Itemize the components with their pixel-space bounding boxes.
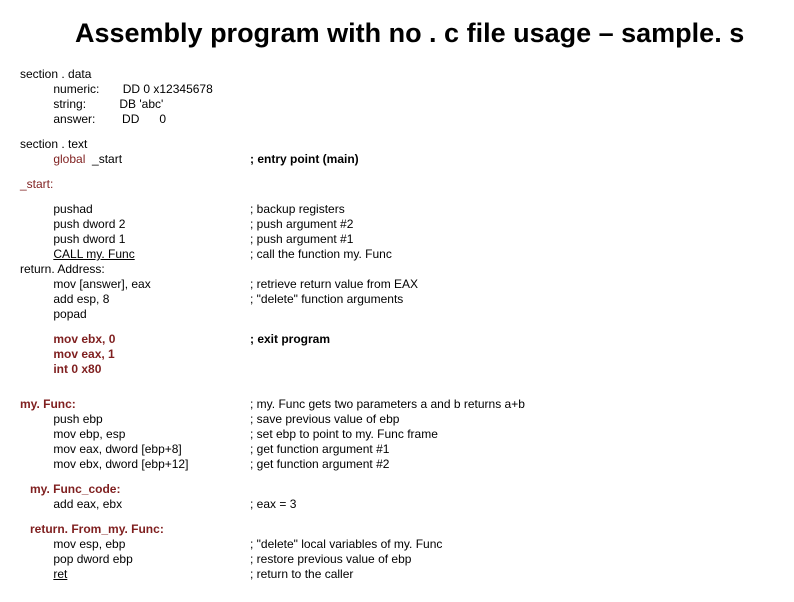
exit-instr-0: mov ebx, 0 bbox=[53, 332, 115, 346]
data-def-1: DB 'abc' bbox=[119, 97, 163, 111]
start-comment-0: ; backup registers bbox=[250, 202, 345, 217]
myfunc-comment-0: ; my. Func gets two parameters a and b r… bbox=[250, 397, 525, 412]
ret-instr-1: add esp, 8 bbox=[53, 292, 109, 306]
myfunc-comment-3: ; get function argument #1 bbox=[250, 442, 389, 457]
exit-instr-2: int 0 x80 bbox=[53, 362, 101, 376]
return-from-label: return. From_my. Func: bbox=[30, 522, 164, 536]
retfrom-comment-2: ; return to the caller bbox=[250, 567, 353, 582]
global-symbol: _start bbox=[92, 152, 122, 166]
page-title: Assembly program with no . c file usage … bbox=[75, 18, 774, 49]
start-label: _start: bbox=[20, 177, 250, 192]
data-label-2: answer: bbox=[53, 112, 95, 126]
myfunc-instr-2: mov ebp, esp bbox=[53, 427, 125, 441]
ret-comment-1: ; "delete" function arguments bbox=[250, 292, 403, 307]
myfunc-comment-4: ; get function argument #2 bbox=[250, 457, 389, 472]
return-addr-label: return. Address: bbox=[20, 262, 250, 277]
data-label-1: string: bbox=[53, 97, 86, 111]
start-comment-3: ; call the function my. Func bbox=[250, 247, 392, 262]
text-section-header: section . text bbox=[20, 137, 250, 152]
retfrom-instr-1: pop dword ebp bbox=[53, 552, 132, 566]
myfunc-code-label: my. Func_code: bbox=[30, 482, 120, 496]
data-label-0: numeric: bbox=[53, 82, 99, 96]
myfunc-comment-1: ; save previous value of ebp bbox=[250, 412, 399, 427]
retfrom-instr-0: mov esp, ebp bbox=[53, 537, 125, 551]
global-comment: ; entry point (main) bbox=[250, 152, 359, 167]
start-instr-1: push dword 2 bbox=[53, 217, 125, 231]
myfunc-instr-3: mov eax, dword [ebp+8] bbox=[53, 442, 181, 456]
data-section-header: section . data bbox=[20, 67, 250, 82]
myfunc-label: my. Func: bbox=[20, 397, 76, 411]
global-keyword: global bbox=[53, 152, 85, 166]
ret-comment-0: ; retrieve return value from EAX bbox=[250, 277, 418, 292]
start-comment-2: ; push argument #1 bbox=[250, 232, 353, 247]
myfunc-code-comment-0: ; eax = 3 bbox=[250, 497, 296, 512]
ret-instr-2: popad bbox=[53, 307, 86, 321]
ret-instr-0: mov [answer], eax bbox=[53, 277, 150, 291]
exit-instr-1: mov eax, 1 bbox=[53, 347, 114, 361]
myfunc-instr-1: push ebp bbox=[53, 412, 102, 426]
start-instr-3: CALL my. Func bbox=[53, 247, 134, 261]
code-block: section . data numeric: DD 0 x12345678 s… bbox=[20, 67, 774, 582]
retfrom-comment-1: ; restore previous value of ebp bbox=[250, 552, 411, 567]
myfunc-comment-2: ; set ebp to point to my. Func frame bbox=[250, 427, 438, 442]
retfrom-comment-0: ; "delete" local variables of my. Func bbox=[250, 537, 442, 552]
retfrom-instr-2: ret bbox=[53, 567, 67, 581]
start-instr-0: pushad bbox=[53, 202, 92, 216]
start-comment-1: ; push argument #2 bbox=[250, 217, 353, 232]
start-instr-2: push dword 1 bbox=[53, 232, 125, 246]
myfunc-code-instr-0: add eax, ebx bbox=[53, 497, 122, 511]
data-def-2: DD 0 bbox=[122, 112, 166, 126]
myfunc-instr-4: mov ebx, dword [ebp+12] bbox=[53, 457, 188, 471]
data-def-0: DD 0 x12345678 bbox=[123, 82, 213, 96]
exit-comment-0: ; exit program bbox=[250, 332, 330, 347]
